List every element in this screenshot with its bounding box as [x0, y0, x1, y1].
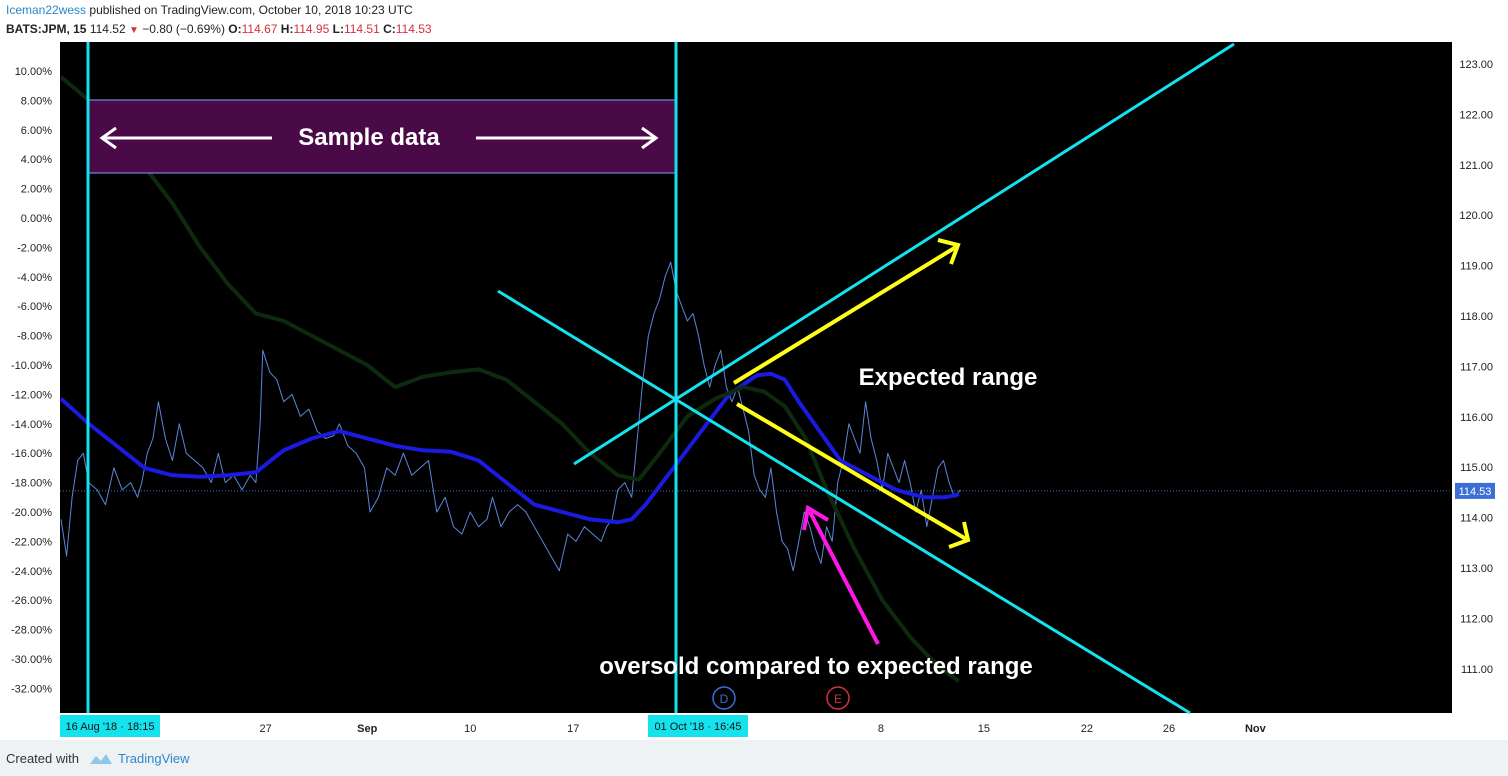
upper-yellow-arrow-head [937, 238, 961, 265]
high-value: 114.95 [293, 22, 330, 36]
symbol-label: BATS:JPM, 15 [6, 22, 87, 36]
left-axis-tick: -28.00% [11, 625, 52, 637]
created-with-text: Created with [6, 751, 79, 766]
dividend-event-label: D [720, 692, 729, 706]
right-axis-tick: 118.00 [1460, 311, 1493, 323]
left-axis-tick: 6.00% [21, 125, 52, 137]
left-axis-tick: -16.00% [11, 448, 52, 460]
left-axis-tick: -30.00% [11, 654, 52, 666]
right-axis-tick: 116.00 [1460, 412, 1493, 424]
ohlc-header: BATS:JPM, 15 114.52 ▼ −0.80 (−0.69%) O:1… [6, 22, 432, 36]
author-link[interactable]: Iceman22wess [6, 3, 87, 17]
moving-average-green [59, 75, 960, 683]
right-axis-tick: 117.00 [1460, 361, 1493, 373]
dividend-event-marker [712, 686, 736, 710]
lower-yellow-arrow [735, 402, 968, 541]
expected-range-label: Expected range [859, 364, 1038, 391]
upper-yellow-arrow [732, 245, 958, 385]
right-axis-tick: 112.00 [1460, 613, 1493, 625]
right-axis-tick: 114.00 [1460, 513, 1493, 525]
x-axis-tick: 15 [978, 723, 990, 735]
moving-average-blue [59, 371, 960, 525]
left-axis-tick: -24.00% [11, 566, 52, 578]
x-axis-tick: 26 [1163, 723, 1175, 735]
right-axis-tick: 122.00 [1459, 109, 1493, 121]
left-axis-tick: -32.00% [11, 683, 52, 695]
expected-range-lower-line [497, 289, 1191, 715]
x-axis-tick: Sep [357, 723, 377, 735]
earnings-event-marker [826, 686, 850, 710]
left-axis-tick: 2.00% [21, 184, 52, 196]
open-label: O: [228, 22, 242, 36]
percent-line [60, 261, 961, 572]
x-axis-tick: 8 [878, 723, 884, 735]
sample-arrow-left-head [99, 126, 117, 150]
left-axis-tick: -26.00% [11, 595, 52, 607]
open-value: 114.67 [241, 22, 278, 36]
footer-bar: Created with TradingView [0, 740, 1508, 776]
last-price: 114.52 [89, 22, 126, 36]
expected-range-upper-line [573, 42, 1235, 466]
high-label: H: [280, 22, 294, 36]
tradingview-logo-icon [88, 752, 114, 769]
last-price-tag [1455, 482, 1495, 499]
down-triangle-icon: ▼ [128, 25, 139, 36]
left-axis-tick: -2.00% [17, 242, 52, 254]
oversold-arrow [808, 511, 880, 645]
right-axis-tick: 119.00 [1460, 261, 1493, 273]
price-chart[interactable]: 10.00% 8.00% 6.00% 4.00% 2.00% 0.00% -2.00% -4.… [6, 42, 1502, 738]
change-value: −0.80 (−0.69%) [142, 22, 225, 36]
x-axis-tick: Nov [1245, 723, 1267, 735]
tradingview-link[interactable]: TradingView [118, 751, 190, 766]
x-axis-tick: 10 [464, 723, 476, 735]
x-axis-tick: 17 [567, 723, 579, 735]
left-axis-tick: -4.00% [17, 272, 52, 284]
left-axis-tick: -14.00% [11, 419, 52, 431]
left-axis-tick: 8.00% [21, 95, 52, 107]
left-axis-tick: -20.00% [11, 507, 52, 519]
left-axis-tick: -8.00% [17, 331, 52, 343]
x-axis-tick: 22 [1081, 723, 1093, 735]
date-highlight-box [60, 715, 160, 737]
left-axis-tick: -6.00% [17, 301, 52, 313]
right-axis-tick: 115.00 [1460, 462, 1493, 474]
low-value: 114.51 [343, 22, 380, 36]
right-axis-tick: 123.00 [1459, 59, 1493, 71]
lower-yellow-arrow-head [948, 521, 971, 549]
low-label: L: [332, 22, 344, 36]
right-axis-tick: 111.00 [1461, 664, 1493, 676]
sample-arrow-right-head [641, 126, 659, 150]
left-axis-tick: -12.00% [11, 389, 52, 401]
left-axis-tick: 4.00% [21, 154, 52, 166]
close-value: 114.53 [395, 22, 432, 36]
left-axis-tick: 10.00% [15, 66, 53, 78]
oversold-arrow-head [802, 504, 830, 531]
date-highlight-label: 16 Aug '18 · 18:15 [66, 721, 155, 733]
published-text: published on TradingView.com, October 10… [89, 3, 413, 17]
oversold-label: oversold compared to expected range [599, 653, 1032, 680]
right-axis-tick: 113.00 [1460, 563, 1493, 575]
date-highlight-label: 01 Oct '18 · 16:45 [654, 721, 741, 733]
earnings-event-label: E [834, 692, 842, 706]
left-axis-tick: -18.00% [11, 478, 52, 490]
last-price-label: 114.53 [1459, 486, 1492, 498]
left-axis-tick: -22.00% [11, 536, 52, 548]
right-axis-tick: 120.00 [1459, 210, 1493, 222]
left-axis-tick: 0.00% [21, 213, 52, 225]
publish-info: Iceman22wess published on TradingView.co… [6, 3, 413, 17]
x-axis-tick: 27 [259, 723, 271, 735]
right-axis-tick: 121.00 [1459, 160, 1493, 172]
close-label: C: [383, 22, 396, 36]
date-highlight-box [648, 715, 748, 737]
sample-data-label: Sample data [298, 124, 440, 151]
left-axis-tick: -10.00% [11, 360, 52, 372]
